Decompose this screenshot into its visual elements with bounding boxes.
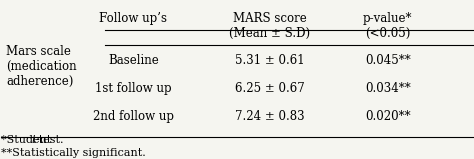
- Text: 6.25 ± 0.67: 6.25 ± 0.67: [235, 82, 305, 95]
- Text: *Student: *Student: [1, 135, 55, 145]
- Text: p-value*
(<0.05): p-value* (<0.05): [363, 12, 412, 40]
- Text: 0.034**: 0.034**: [365, 82, 410, 95]
- Text: t: t: [31, 135, 36, 145]
- Text: 0.045**: 0.045**: [365, 54, 410, 67]
- Text: MARS score
(Mean ± S.D): MARS score (Mean ± S.D): [229, 12, 310, 40]
- Text: 5.31 ± 0.61: 5.31 ± 0.61: [235, 54, 305, 67]
- Text: 7.24 ± 0.83: 7.24 ± 0.83: [235, 111, 305, 124]
- Text: Follow up’s: Follow up’s: [100, 12, 167, 25]
- Text: -test.: -test.: [36, 135, 64, 145]
- Text: Mars scale
(medication
adherence): Mars scale (medication adherence): [6, 45, 77, 88]
- Text: **Statistically significant.: **Statistically significant.: [1, 148, 146, 158]
- Text: Baseline: Baseline: [108, 54, 159, 67]
- Text: 2nd follow up: 2nd follow up: [93, 111, 174, 124]
- Text: 1st follow up: 1st follow up: [95, 82, 172, 95]
- Text: 0.020**: 0.020**: [365, 111, 410, 124]
